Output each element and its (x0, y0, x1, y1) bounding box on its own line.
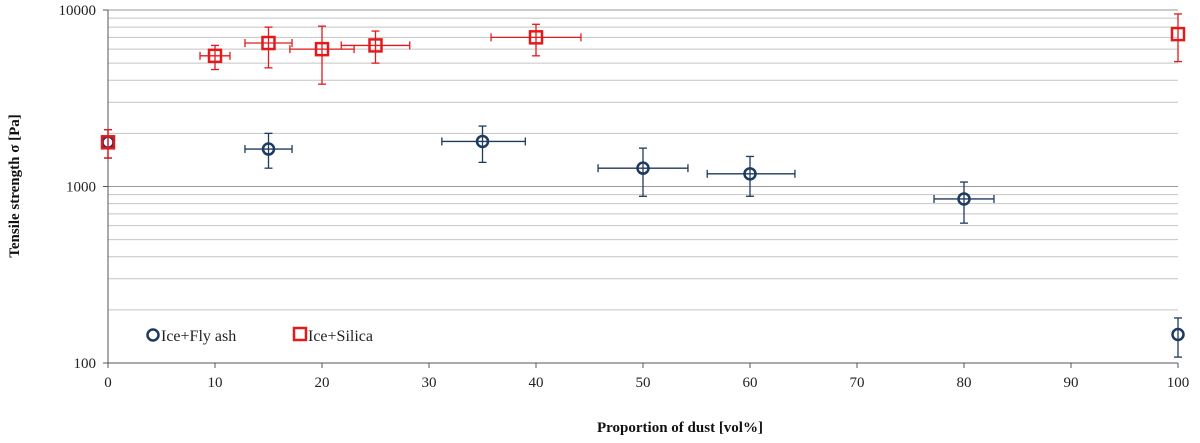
data-point-circle (636, 161, 650, 175)
x-tick-label: 70 (850, 375, 865, 391)
data-point-square (100, 135, 116, 150)
data-point-square (314, 41, 330, 57)
series-ice-silica (100, 13, 1186, 159)
x-tick-labels: 0 10 20 30 40 50 60 70 80 90 100 (104, 375, 1189, 391)
x-tick-label: 10 (208, 375, 223, 391)
x-tick-label: 60 (743, 375, 758, 391)
y-tick-label: 10000 (59, 3, 97, 19)
legend-label-silica: Ice+Silica (308, 328, 373, 345)
x-tick-label: 0 (104, 375, 112, 391)
x-tick-label: 20 (315, 375, 330, 391)
axes (103, 9, 1179, 368)
grid-lines (108, 9, 1178, 364)
data-point-circle (957, 192, 971, 206)
legend-label-fly-ash: Ice+Fly ash (161, 328, 236, 345)
x-tick-label: 30 (422, 375, 437, 391)
x-tick-label: 90 (1064, 375, 1079, 391)
data-point-square (1170, 26, 1186, 42)
x-tick-label: 100 (1167, 375, 1190, 391)
data-point-circle (1171, 327, 1185, 342)
data-point-square (528, 30, 544, 45)
legend: Ice+Fly ash Ice+Silica (146, 326, 373, 345)
data-point-square (368, 38, 383, 53)
legend-marker-fly-ash (146, 328, 160, 342)
y-axis-title: Tensile strength σ [Pa] (7, 114, 23, 258)
data-point-circle (743, 167, 757, 181)
series-ice-fly-ash (101, 125, 1185, 358)
y-tick-labels: 100 1000 10000 (59, 3, 97, 372)
data-point-square (261, 35, 276, 51)
y-tick-label: 1000 (66, 180, 96, 196)
x-tick-label: 40 (529, 375, 544, 391)
data-point-square (207, 48, 223, 64)
legend-marker-silica (292, 326, 308, 342)
y-tick-label: 100 (74, 356, 97, 372)
x-axis-title: Proportion of dust [vol%] (597, 420, 763, 436)
data-point-circle (261, 142, 276, 156)
x-tick-label: 50 (636, 375, 651, 391)
x-tick-label: 80 (957, 375, 972, 391)
data-point-circle (475, 134, 490, 149)
data-series (100, 13, 1186, 358)
